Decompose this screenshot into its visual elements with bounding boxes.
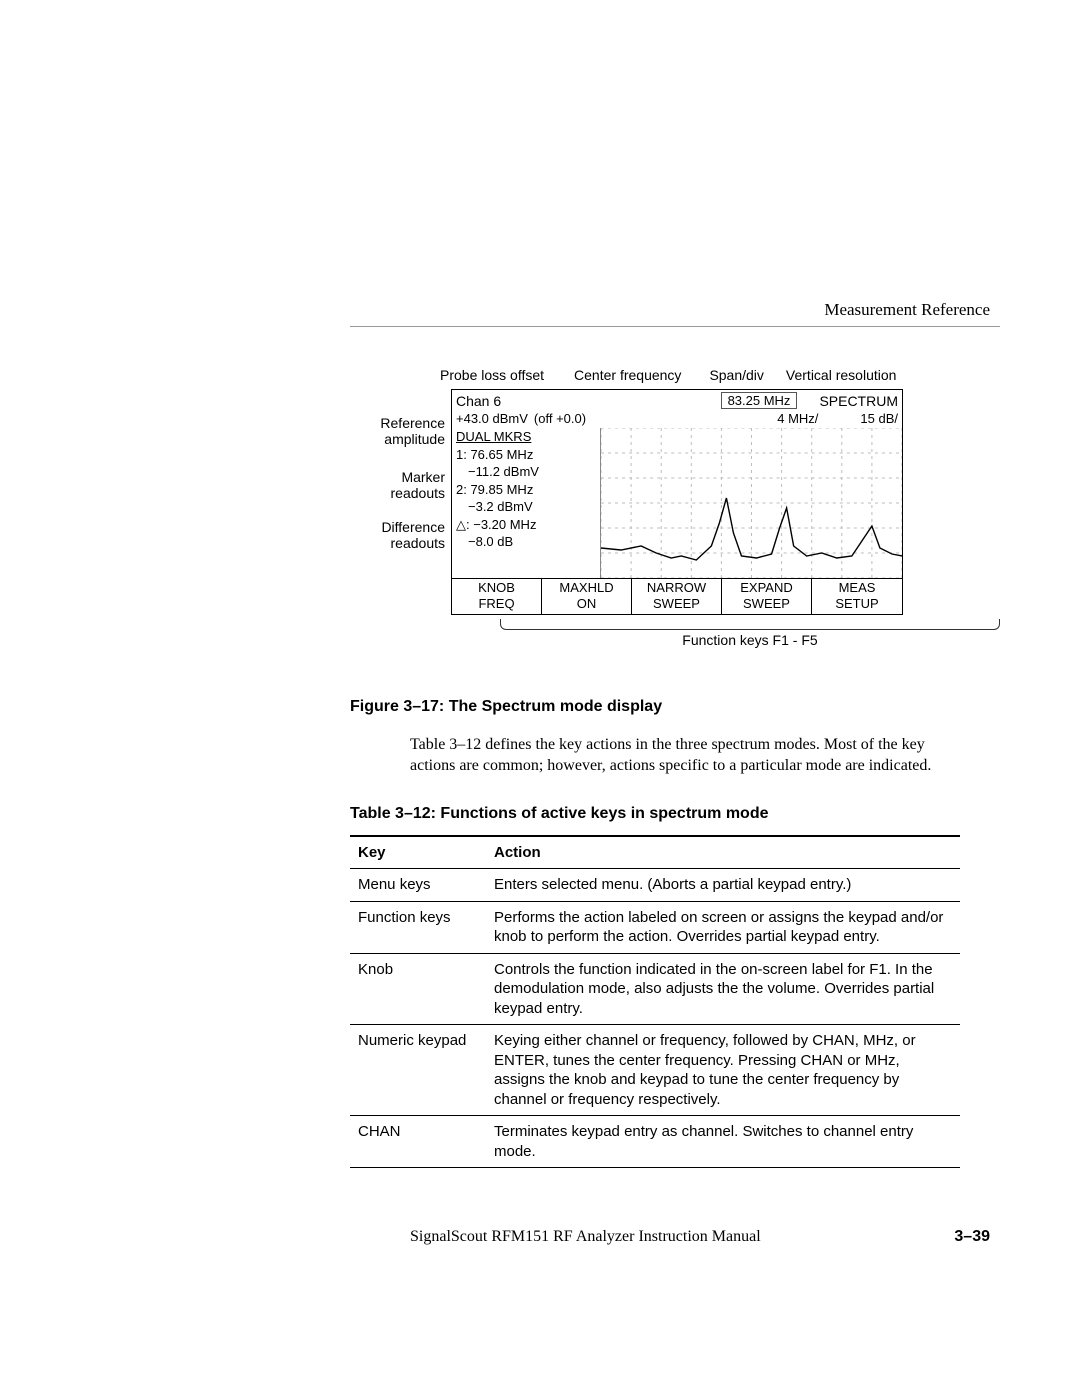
lcd-offset: (off +0.0): [534, 411, 586, 426]
lcd-mkr2-f: 2: 79.85 MHz: [456, 481, 596, 499]
body-paragraph: Table 3–12 defines the key actions in th…: [410, 734, 940, 777]
lcd-mkr2-a: −3.2 dBmV: [456, 498, 596, 516]
table-row: Numeric keypadKeying either channel or f…: [350, 1025, 960, 1116]
table-row: Function keysPerforms the action labeled…: [350, 901, 960, 953]
callout-center-freq: Center frequency: [574, 367, 681, 383]
cell-action: Terminates keypad entry as channel. Swit…: [486, 1116, 960, 1168]
lcd-softkeys: KNOBFREQMAXHLDONNARROWSWEEPEXPANDSWEEPME…: [452, 578, 902, 614]
figure-caption: Figure 3–17: The Spectrum mode display: [350, 698, 1000, 716]
lcd-center-freq: 83.25 MHz: [721, 392, 798, 409]
lcd-span: 4 MHz/: [777, 411, 818, 426]
lcd-chan: Chan 6: [456, 393, 501, 409]
callout-marker-readouts: Markerreadouts: [360, 469, 445, 501]
cell-action: Enters selected menu. (Aborts a partial …: [486, 869, 960, 902]
th-key: Key: [350, 836, 486, 869]
lcd-mkr1-a: −11.2 dBmV: [456, 463, 596, 481]
cell-key: Menu keys: [350, 869, 486, 902]
table-caption: Table 3–12: Functions of active keys in …: [350, 805, 1000, 823]
fn-keys-bracket: [500, 619, 1000, 630]
lcd-ref-amp: +43.0 dBmV: [456, 411, 528, 426]
lcd-diff-f: △: −3.20 MHz: [456, 516, 596, 534]
header-rule: [350, 326, 1000, 327]
lcd-mode: SPECTRUM: [819, 393, 898, 409]
fn-keys-label: Function keys F1 - F5: [500, 632, 1000, 648]
cell-action: Performs the action labeled on screen or…: [486, 901, 960, 953]
callout-ref-amp: Referenceamplitude: [360, 415, 445, 447]
callout-probe-loss: Probe loss offset: [440, 367, 544, 383]
cell-key: Function keys: [350, 901, 486, 953]
table-row: Menu keysEnters selected menu. (Aborts a…: [350, 869, 960, 902]
lcd-vres: 15 dB/: [860, 411, 898, 426]
softkey: KNOBFREQ: [452, 579, 542, 614]
softkey: EXPANDSWEEP: [722, 579, 812, 614]
keys-table: Key Action Menu keysEnters selected menu…: [350, 835, 960, 1169]
cell-key: CHAN: [350, 1116, 486, 1168]
callout-diff-readouts: Differencereadouts: [360, 519, 445, 551]
figure-3-17: Probe loss offset Center frequency Span/…: [360, 367, 1000, 648]
softkey: MEASSETUP: [812, 579, 902, 614]
table-row: CHANTerminates keypad entry as channel. …: [350, 1116, 960, 1168]
footer-page: 3–39: [954, 1228, 990, 1246]
cell-key: Numeric keypad: [350, 1025, 486, 1116]
lcd-display: Chan 6 83.25 MHz SPECTRUM +43.0 dBmV (of…: [451, 389, 903, 615]
callout-span: Span/div: [709, 367, 763, 383]
softkey: NARROWSWEEP: [632, 579, 722, 614]
lcd-spectrum-grid: [600, 428, 902, 578]
cell-action: Controls the function indicated in the o…: [486, 953, 960, 1025]
cell-action: Keying either channel or frequency, foll…: [486, 1025, 960, 1116]
section-title: Measurement Reference: [80, 300, 1000, 320]
lcd-diff-a: −8.0 dB: [456, 533, 596, 551]
lcd-mkr1-f: 1: 76.65 MHz: [456, 446, 596, 464]
footer-manual: SignalScout RFM151 RF Analyzer Instructi…: [410, 1228, 761, 1246]
lcd-dual-mkrs: DUAL MKRS: [456, 428, 596, 446]
callout-vres: Vertical resolution: [786, 367, 897, 383]
table-row: KnobControls the function indicated in t…: [350, 953, 960, 1025]
cell-key: Knob: [350, 953, 486, 1025]
th-action: Action: [486, 836, 960, 869]
softkey: MAXHLDON: [542, 579, 632, 614]
